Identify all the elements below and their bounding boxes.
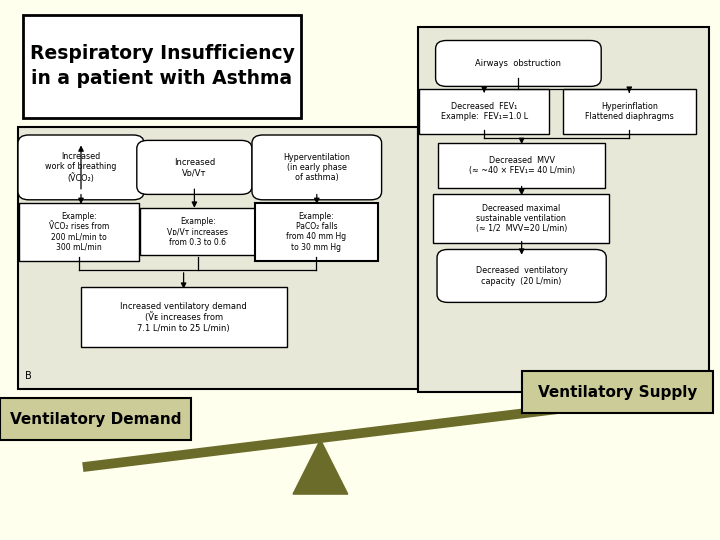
- Text: Respiratory Insufficiency
in a patient with Asthma: Respiratory Insufficiency in a patient w…: [30, 44, 294, 88]
- Text: Decreased  MVV
(≈ ~40 × FEV₁= 40 L/min): Decreased MVV (≈ ~40 × FEV₁= 40 L/min): [469, 156, 575, 175]
- FancyBboxPatch shape: [81, 287, 287, 347]
- FancyBboxPatch shape: [252, 135, 382, 200]
- Text: Ventilatory Supply: Ventilatory Supply: [538, 384, 697, 400]
- FancyBboxPatch shape: [522, 371, 713, 413]
- Text: Hyperventilation
(in early phase
of asthma): Hyperventilation (in early phase of asth…: [284, 152, 350, 183]
- FancyBboxPatch shape: [0, 398, 191, 440]
- FancyBboxPatch shape: [137, 140, 252, 194]
- FancyBboxPatch shape: [563, 89, 696, 134]
- Text: Decreased  ventilatory
capacity  (20 L/min): Decreased ventilatory capacity (20 L/min…: [476, 266, 567, 286]
- Text: Increased
work of breathing
(ṼCO₂): Increased work of breathing (ṼCO₂): [45, 152, 117, 183]
- FancyBboxPatch shape: [418, 27, 709, 391]
- FancyBboxPatch shape: [437, 249, 606, 302]
- FancyBboxPatch shape: [255, 202, 378, 261]
- Text: Increased ventilatory demand
(Ṽᴇ increases from
7.1 L/min to 25 L/min): Increased ventilatory demand (Ṽᴇ increas…: [120, 302, 247, 333]
- Text: Example:
ṼCO₂ rises from
200 mL/min to
300 mL/min: Example: ṼCO₂ rises from 200 mL/min to 3…: [49, 212, 109, 252]
- FancyBboxPatch shape: [438, 143, 605, 188]
- FancyBboxPatch shape: [19, 202, 139, 261]
- Polygon shape: [293, 440, 348, 494]
- Text: Example:
PaCO₂ falls
from 40 mm Hg
to 30 mm Hg: Example: PaCO₂ falls from 40 mm Hg to 30…: [287, 212, 346, 252]
- Text: Decreased  FEV₁
Example:  FEV₁=1.0 L: Decreased FEV₁ Example: FEV₁=1.0 L: [441, 102, 528, 121]
- Text: Example:
Vᴅ/Vᴛ increases
from 0.3 to 0.6: Example: Vᴅ/Vᴛ increases from 0.3 to 0.6: [167, 217, 228, 247]
- FancyBboxPatch shape: [18, 135, 144, 200]
- Text: Decreased maximal
sustainable ventilation
(≈ 1/2  MVV=20 L/min): Decreased maximal sustainable ventilatio…: [476, 204, 567, 233]
- Text: Hyperinflation
Flattened diaphragms: Hyperinflation Flattened diaphragms: [585, 102, 674, 121]
- Text: Airways  obstruction: Airways obstruction: [475, 59, 562, 68]
- FancyBboxPatch shape: [436, 40, 601, 86]
- FancyBboxPatch shape: [18, 127, 418, 389]
- Text: Increased
Vᴅ/Vᴛ: Increased Vᴅ/Vᴛ: [174, 158, 215, 177]
- Text: Ventilatory Demand: Ventilatory Demand: [9, 411, 181, 427]
- FancyBboxPatch shape: [433, 194, 609, 243]
- FancyBboxPatch shape: [23, 15, 301, 118]
- Text: B: B: [25, 370, 32, 381]
- FancyBboxPatch shape: [140, 208, 256, 255]
- FancyBboxPatch shape: [419, 89, 549, 134]
